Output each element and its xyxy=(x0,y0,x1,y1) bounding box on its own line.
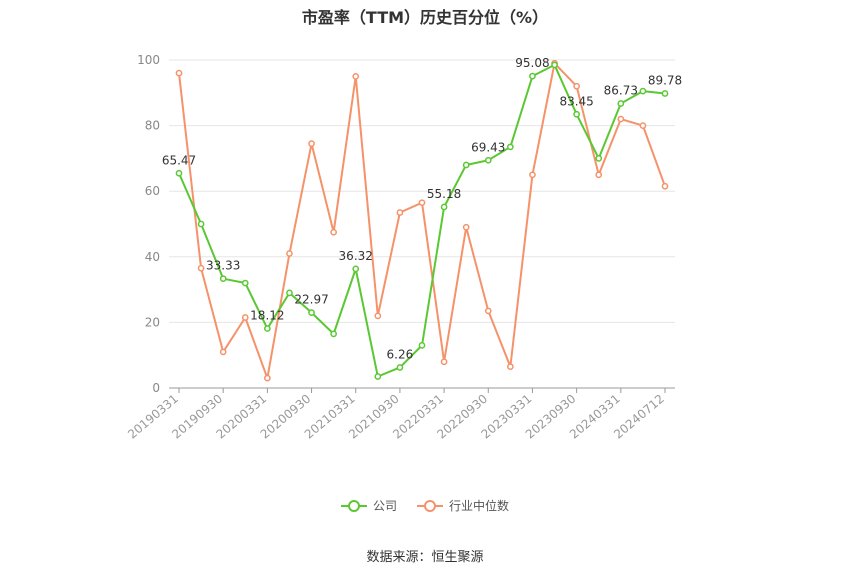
legend-item-company[interactable]: 公司 xyxy=(340,497,397,514)
series-1-point-1 xyxy=(197,264,205,272)
data-source-note: 数据来源：恒生聚源 xyxy=(366,550,484,565)
chart-legend: 公司 行业中位数 xyxy=(0,497,850,514)
series-0-point-13 xyxy=(462,161,470,169)
series-1-point-4 xyxy=(264,374,271,382)
series-1-point-18 xyxy=(573,82,580,90)
series-1-point-14 xyxy=(484,307,492,315)
series-1-point-9 xyxy=(374,312,382,320)
series-1-point-21 xyxy=(639,122,647,129)
series-1-point-22 xyxy=(661,182,669,190)
y-tick-label-100: 100 xyxy=(137,53,160,67)
series-1-point-10 xyxy=(396,209,404,216)
series-1-point-16 xyxy=(529,171,536,179)
series-0-point-15 xyxy=(507,143,514,151)
y-tick-label-60: 60 xyxy=(145,184,160,198)
legend-item-industry-median[interactable]: 行业中位数 xyxy=(417,497,509,514)
series-0-point-16 xyxy=(529,72,536,80)
series-1-point-13 xyxy=(462,223,470,231)
legend-swatch-company xyxy=(340,499,367,513)
series-0-point-2 xyxy=(219,275,227,283)
series-0-point-9 xyxy=(374,373,382,380)
data-label-22: 89.78 xyxy=(648,74,682,88)
y-tick-label-40: 40 xyxy=(145,250,160,264)
legend-swatch-industry-median xyxy=(417,499,443,513)
series-1-point-15 xyxy=(507,363,514,371)
series-0-point-10 xyxy=(396,364,404,371)
series-1-point-3 xyxy=(241,314,249,321)
series-0-point-1 xyxy=(197,220,205,228)
series-0-point-18 xyxy=(573,110,580,118)
series-1-point-20 xyxy=(617,115,625,123)
data-label-12: 55.18 xyxy=(427,187,461,201)
series-line-0 xyxy=(178,63,666,378)
data-label-4: 18.12 xyxy=(250,309,284,323)
data-label-6: 22.97 xyxy=(294,293,328,307)
series-0-point-11 xyxy=(418,342,426,349)
series-1-point-11 xyxy=(418,199,426,207)
series-0-point-21 xyxy=(639,87,647,95)
series-0-point-12 xyxy=(440,203,448,211)
series-1-point-0 xyxy=(175,69,183,77)
data-label-20: 86.73 xyxy=(604,84,638,98)
legend-label-company: 公司 xyxy=(372,499,397,513)
series-1-point-7 xyxy=(330,228,337,236)
series-1-point-19 xyxy=(595,171,603,179)
legend-label-industry-median: 行业中位数 xyxy=(449,499,510,513)
chart-title: 市盈率（TTM）历史百分位（%） xyxy=(301,8,549,27)
series-0-point-5 xyxy=(286,289,293,297)
data-label-16: 95.08 xyxy=(515,56,549,70)
series-0-point-4 xyxy=(264,325,271,332)
series-1-point-12 xyxy=(440,358,448,366)
data-label-14: 69.43 xyxy=(471,140,505,154)
series-0-point-17 xyxy=(551,61,558,69)
series-0-point-22 xyxy=(661,90,669,97)
series-0-point-7 xyxy=(330,330,337,338)
series-0-point-3 xyxy=(241,279,249,287)
series-1-point-8 xyxy=(352,73,360,80)
series-1-point-2 xyxy=(219,348,227,356)
series-1-point-5 xyxy=(286,250,293,257)
data-label-2: 33.33 xyxy=(206,259,240,273)
y-tick-label-20: 20 xyxy=(145,315,160,329)
series-1-point-6 xyxy=(308,140,315,147)
series-0-point-14 xyxy=(484,156,492,164)
series-0-point-8 xyxy=(352,265,360,273)
data-label-8: 36.32 xyxy=(339,249,373,263)
data-label-0: 65.47 xyxy=(162,153,196,167)
data-label-18: 83.45 xyxy=(559,94,593,108)
series-0-point-20 xyxy=(617,100,625,107)
y-tick-label-80: 80 xyxy=(145,119,160,133)
y-tick-label-0: 0 xyxy=(152,381,160,395)
series-0-point-19 xyxy=(595,155,603,162)
data-label-10: 6.26 xyxy=(387,347,414,361)
series-0-point-6 xyxy=(308,309,315,317)
series-0-point-0 xyxy=(175,169,183,177)
series-line-1 xyxy=(178,62,666,380)
